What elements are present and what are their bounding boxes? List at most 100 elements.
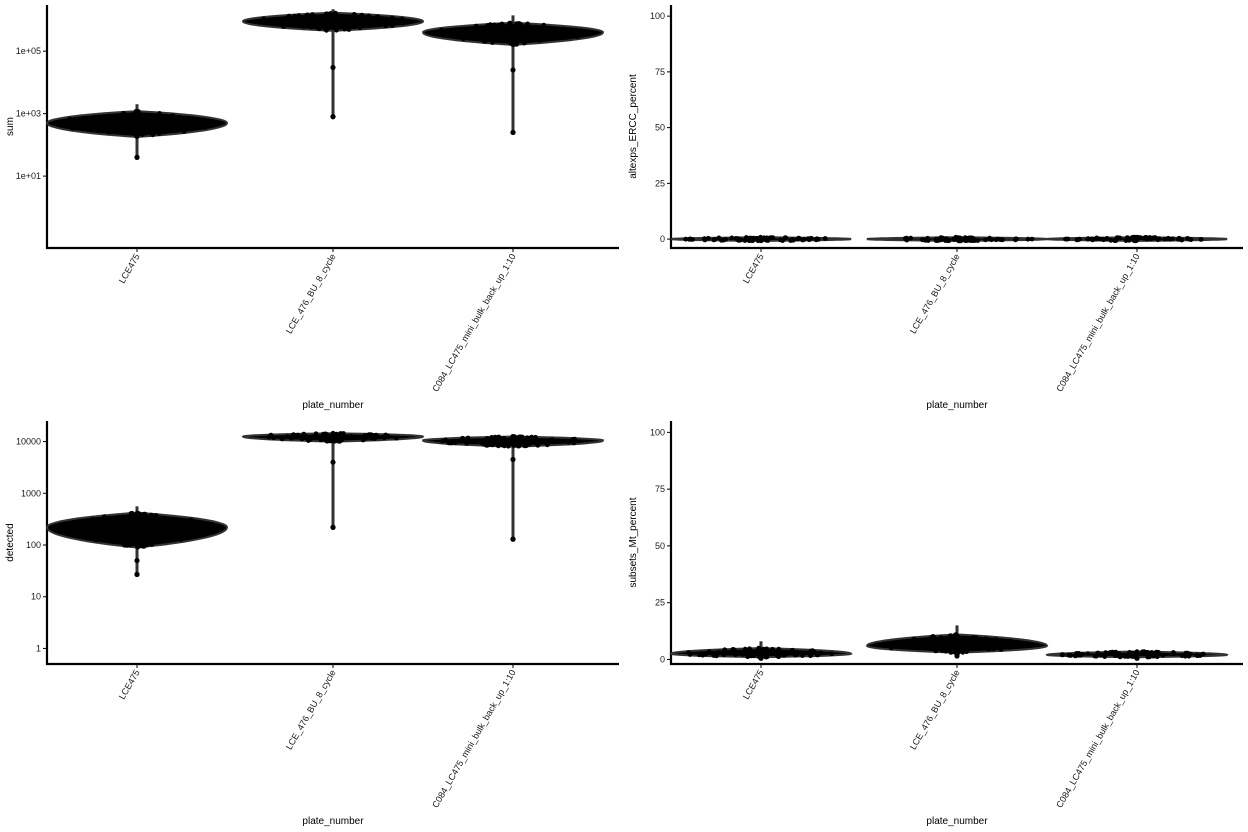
data-point	[362, 433, 368, 439]
data-point	[501, 436, 507, 441]
data-point	[332, 438, 337, 444]
y-tick-label: 1000	[21, 488, 41, 498]
data-point	[936, 640, 942, 645]
data-point	[536, 37, 542, 43]
y-tick-label: 50	[655, 541, 665, 551]
data-point	[126, 532, 132, 538]
data-point	[782, 235, 788, 241]
data-point	[135, 519, 141, 525]
x-axis-title: plate_number	[926, 400, 988, 411]
data-point	[571, 440, 577, 446]
data-point	[1029, 236, 1035, 242]
data-point	[1153, 650, 1159, 655]
data-point	[969, 238, 975, 243]
data-point	[890, 644, 895, 649]
data-point	[770, 646, 775, 652]
data-point	[774, 652, 780, 658]
data-point	[139, 132, 145, 137]
data-point	[342, 26, 348, 32]
data-point	[789, 648, 795, 654]
data-point	[184, 535, 190, 540]
panel-altexps-ercc-percent: 0 25 50 75 100 altexps_ERCC_percent plate_numb…	[628, 5, 1243, 411]
data-point	[116, 530, 122, 536]
data-point	[961, 637, 966, 642]
min-point	[954, 236, 960, 242]
data-point	[508, 25, 514, 31]
data-point	[330, 430, 336, 436]
data-point	[75, 123, 81, 129]
data-point	[706, 649, 712, 655]
data-point	[102, 514, 107, 519]
data-point	[1127, 650, 1132, 655]
data-point	[1171, 650, 1176, 655]
data-point	[1085, 651, 1091, 656]
data-point	[829, 651, 834, 657]
data-point	[456, 35, 462, 40]
data-point	[145, 531, 151, 537]
y-tick-label: 100	[650, 11, 665, 21]
data-point	[686, 236, 692, 242]
data-point	[156, 131, 162, 137]
data-point	[306, 438, 311, 443]
data-point	[151, 129, 157, 135]
data-point	[353, 434, 359, 440]
data-point	[989, 237, 994, 243]
data-point	[747, 646, 752, 652]
y-tick-label: 25	[655, 178, 665, 188]
data-point	[293, 23, 298, 28]
data-point	[155, 524, 161, 529]
data-point	[524, 443, 529, 448]
data-point	[788, 238, 794, 243]
data-point	[134, 526, 140, 532]
data-point	[316, 26, 322, 32]
data-point	[473, 23, 479, 29]
data-point	[949, 635, 955, 641]
y-tick-label: 1e+05	[16, 46, 41, 56]
data-point	[183, 116, 189, 122]
data-point	[507, 20, 513, 26]
data-point	[90, 516, 95, 522]
data-point	[1188, 237, 1194, 243]
min-point	[510, 536, 516, 542]
data-point	[366, 432, 372, 437]
data-point	[121, 125, 126, 131]
data-point	[1108, 237, 1114, 243]
data-point	[960, 649, 966, 655]
data-point	[328, 11, 333, 16]
data-point	[985, 644, 991, 650]
data-point	[484, 436, 490, 441]
data-point	[86, 524, 92, 530]
data-point	[122, 542, 128, 548]
data-point	[1103, 650, 1109, 655]
data-point	[152, 535, 158, 541]
data-point	[1141, 649, 1147, 655]
data-point	[153, 513, 159, 518]
data-point	[300, 433, 306, 439]
data-point	[1008, 638, 1013, 644]
data-point	[925, 238, 931, 243]
data-point	[78, 533, 84, 539]
data-point	[945, 237, 951, 243]
data-point	[521, 40, 527, 46]
data-point	[460, 435, 465, 441]
data-point	[325, 435, 331, 441]
data-point	[1134, 649, 1140, 655]
data-point	[371, 433, 376, 438]
data-point	[136, 120, 142, 126]
min-point	[510, 129, 516, 136]
data-point	[452, 440, 458, 446]
data-point	[1065, 236, 1071, 242]
data-point	[511, 443, 517, 448]
data-point	[938, 237, 944, 243]
data-point	[742, 646, 748, 652]
data-point	[946, 642, 952, 648]
data-point	[1165, 235, 1171, 241]
data-point	[492, 440, 498, 446]
data-point	[197, 524, 203, 530]
data-point	[1179, 653, 1185, 659]
data-point	[320, 18, 326, 23]
y-tick-label: 0	[660, 234, 665, 244]
y-axis-title: subsets_Mt_percent	[628, 497, 639, 587]
panel-subsets-mt-percent: 0 25 50 75 100 subsets_Mt_percent plate_number…	[628, 421, 1243, 827]
data-point	[1198, 237, 1204, 242]
